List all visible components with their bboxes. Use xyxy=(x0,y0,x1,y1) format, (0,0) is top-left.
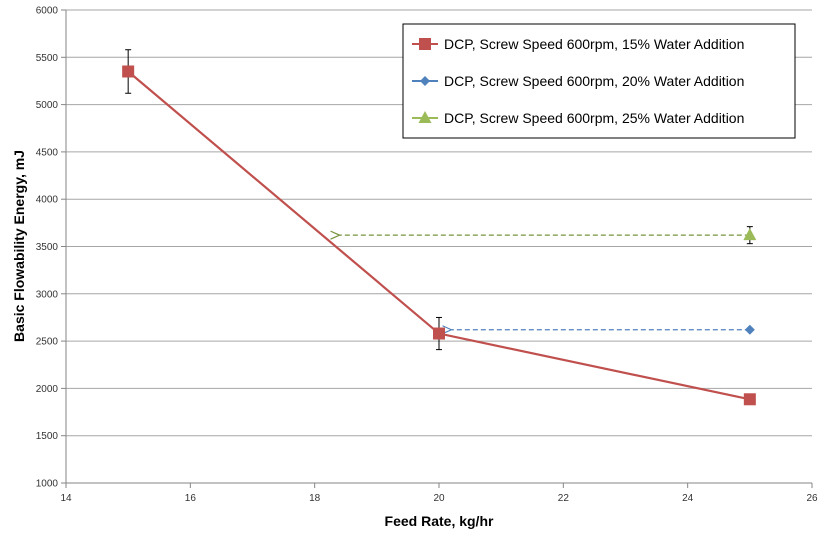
series-layer xyxy=(122,49,757,406)
annotations xyxy=(340,235,750,330)
data-point xyxy=(122,65,135,78)
data-point xyxy=(744,324,755,335)
y-tick-labels: 1000 1500 2000 2500 3000 3500 4000 4500 5000 5500… xyxy=(36,6,59,490)
y-tick-label: 6000 xyxy=(36,6,59,17)
axes xyxy=(61,9,813,488)
legend-label: DCP, Screw Speed 600rpm, 20% Water Addit… xyxy=(444,73,744,89)
x-tick-label: 14 xyxy=(60,493,72,504)
y-tick-label: 4500 xyxy=(36,147,59,158)
legend-label: DCP, Screw Speed 600rpm, 25% Water Addit… xyxy=(444,110,744,126)
data-point xyxy=(743,228,757,241)
legend-item: DCP, Screw Speed 600rpm, 20% Water Addit… xyxy=(412,73,744,89)
legend-swatch-marker xyxy=(419,38,431,50)
x-tick-label: 24 xyxy=(682,493,694,504)
series-3 xyxy=(743,226,757,245)
y-tick-label: 1000 xyxy=(36,479,59,490)
x-tick-labels: 14 16 18 20 22 24 26 xyxy=(60,493,818,504)
y-axis-title: Basic Flowability Energy, mJ xyxy=(11,150,27,342)
x-tick-label: 16 xyxy=(185,493,197,504)
series-2 xyxy=(744,324,755,335)
series-1 xyxy=(122,49,756,406)
legend-label: DCP, Screw Speed 600rpm, 15% Water Addit… xyxy=(444,36,744,52)
legend-swatch-marker xyxy=(420,76,430,86)
legend-item: DCP, Screw Speed 600rpm, 25% Water Addit… xyxy=(412,110,744,126)
legend-swatch-marker xyxy=(418,111,432,123)
y-tick-label: 2000 xyxy=(36,384,59,395)
y-tick-label: 3000 xyxy=(36,289,59,300)
x-tick-label: 26 xyxy=(806,493,818,504)
legend-box xyxy=(402,23,796,139)
x-axis-title: Feed Rate, kg/hr xyxy=(385,513,494,529)
y-tick-label: 1500 xyxy=(36,431,59,442)
y-tick-label: 3500 xyxy=(36,242,59,253)
legend: DCP, Screw Speed 600rpm, 15% Water Addit… xyxy=(402,23,796,139)
y-tick-label: 4000 xyxy=(36,195,59,206)
x-tick-label: 18 xyxy=(309,493,321,504)
data-point xyxy=(433,327,445,340)
y-tick-label: 5500 xyxy=(36,53,59,64)
y-tick-label: 2500 xyxy=(36,337,59,348)
x-tick-label: 22 xyxy=(558,493,570,504)
legend-item: DCP, Screw Speed 600rpm, 15% Water Addit… xyxy=(412,36,744,52)
x-tick-label: 20 xyxy=(433,493,445,504)
y-tick-label: 5000 xyxy=(36,100,59,111)
data-point xyxy=(743,393,756,406)
